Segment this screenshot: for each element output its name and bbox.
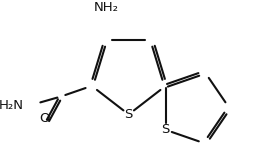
Text: NH₂: NH₂ bbox=[93, 1, 118, 14]
Text: O: O bbox=[39, 112, 50, 125]
Text: S: S bbox=[124, 108, 133, 121]
Text: H₂N: H₂N bbox=[0, 99, 24, 112]
Text: S: S bbox=[162, 123, 170, 136]
